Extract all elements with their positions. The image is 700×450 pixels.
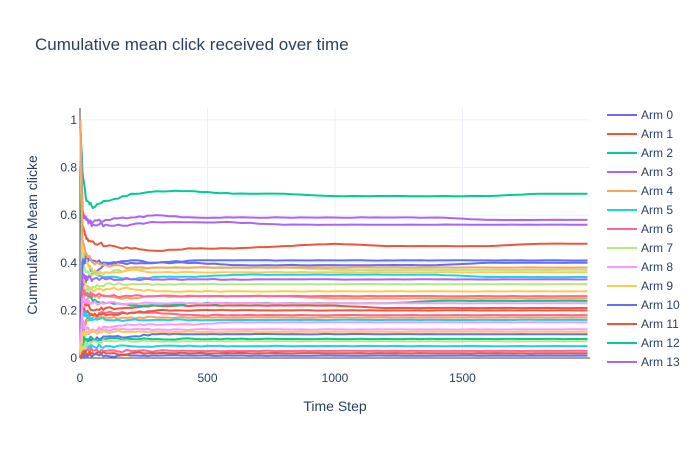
legend-label: Arm 10 <box>641 298 680 312</box>
legend-label: Arm 1 <box>641 127 673 141</box>
chart-title: Cumulative mean click received over time <box>35 35 349 54</box>
legend-label: Arm 2 <box>641 146 673 160</box>
y-tick-label: 1 <box>70 113 77 127</box>
series-line <box>79 338 588 359</box>
legend-item[interactable]: Arm 7 <box>607 241 673 255</box>
x-axis-ticks: 0 500 1000 1500 <box>77 371 477 385</box>
legend-item[interactable]: Arm 12 <box>607 336 680 350</box>
legend: Arm 0 Arm 1 Arm 2 Arm 3 Arm 4 Arm 5 Arm 6 Arm 7… <box>607 108 680 369</box>
series-line <box>79 273 588 359</box>
series-line <box>79 119 588 277</box>
series-line <box>79 119 588 307</box>
series-line <box>79 119 588 270</box>
legend-label: Arm 0 <box>641 108 673 122</box>
series-line <box>79 349 588 359</box>
legend-item[interactable]: Arm 3 <box>607 165 673 179</box>
y-tick-label: 0.4 <box>60 256 77 270</box>
series-line <box>79 119 588 226</box>
legend-item[interactable]: Arm 8 <box>607 260 673 274</box>
legend-label: Arm 7 <box>641 241 673 255</box>
legend-item[interactable]: Arm 2 <box>607 146 673 160</box>
series-line <box>79 321 588 359</box>
x-tick-label: 0 <box>77 371 84 385</box>
series-line <box>79 294 588 359</box>
legend-item[interactable]: Arm 1 <box>607 127 673 141</box>
legend-label: Arm 6 <box>641 222 673 236</box>
y-tick-label: 0 <box>70 351 77 365</box>
legend-item[interactable]: Arm 4 <box>607 184 673 198</box>
y-tick-label: 0.8 <box>60 161 77 175</box>
series-line <box>79 119 588 209</box>
legend-label: Arm 8 <box>641 260 673 274</box>
series-line <box>79 119 588 252</box>
legend-item[interactable]: Arm 9 <box>607 279 673 293</box>
x-axis-title: Time Step <box>303 398 366 414</box>
legend-item[interactable]: Arm 6 <box>607 222 673 236</box>
x-tick-label: 1500 <box>449 371 476 385</box>
legend-item[interactable]: Arm 5 <box>607 203 673 217</box>
y-tick-label: 0.6 <box>60 208 77 222</box>
legend-item[interactable]: Arm 0 <box>607 108 673 122</box>
series-line <box>79 307 588 359</box>
series-line <box>79 295 588 359</box>
x-tick-label: 500 <box>197 371 217 385</box>
y-axis-title: Cummulative Mean clicke <box>24 155 40 315</box>
series-line <box>79 119 588 281</box>
series-line <box>79 119 588 276</box>
plot-lines <box>79 119 588 359</box>
y-axis-ticks: 0 0.2 0.4 0.6 0.8 1 <box>60 113 77 365</box>
series-line <box>79 119 588 228</box>
legend-item[interactable]: Arm 13 <box>607 355 680 369</box>
x-tick-label: 1000 <box>322 371 349 385</box>
series-line <box>79 119 588 294</box>
legend-label: Arm 5 <box>641 203 673 217</box>
series-line <box>79 297 588 359</box>
series-line <box>79 328 588 359</box>
legend-item[interactable]: Arm 11 <box>607 317 679 331</box>
series-line <box>79 289 588 359</box>
legend-label: Arm 4 <box>641 184 673 198</box>
legend-label: Arm 11 <box>641 317 679 331</box>
series-line <box>79 351 588 359</box>
series-line <box>79 335 588 359</box>
series-line <box>79 332 588 359</box>
legend-label: Arm 9 <box>641 279 673 293</box>
series-line <box>79 309 588 359</box>
legend-label: Arm 13 <box>641 355 680 369</box>
legend-label: Arm 12 <box>641 336 680 350</box>
y-tick-label: 0.2 <box>60 303 77 317</box>
legend-label: Arm 3 <box>641 165 673 179</box>
legend-item[interactable]: Arm 10 <box>607 298 680 312</box>
